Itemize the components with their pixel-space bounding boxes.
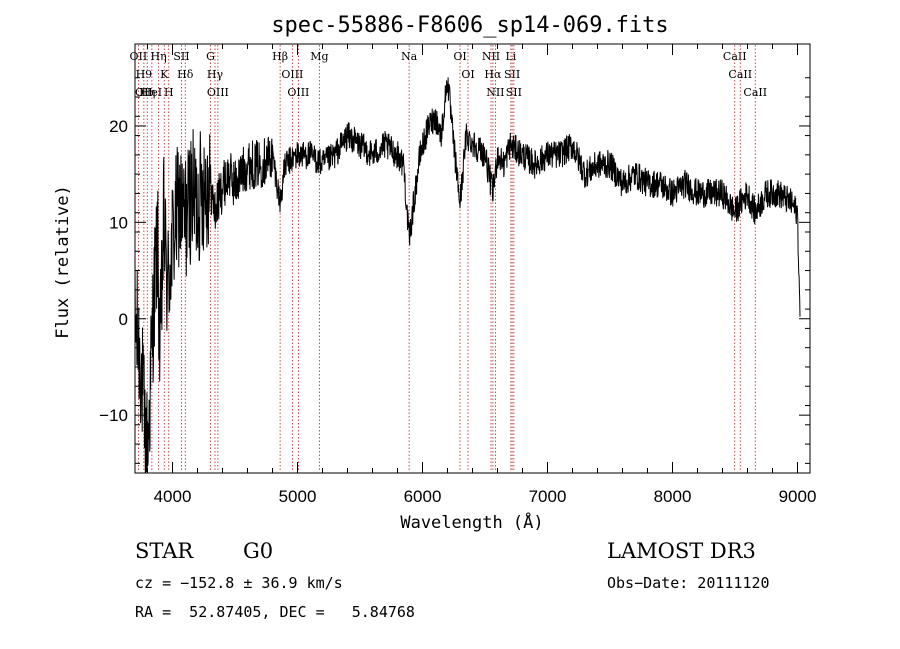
spectral-line-label: H9: [136, 68, 153, 81]
spectral-line-label: SII: [173, 50, 189, 63]
x-tick-label: 6000: [404, 487, 442, 506]
spectral-line-label: OII: [135, 86, 153, 99]
spectral-line-label: OI: [461, 68, 474, 81]
spectral-line-label: Hβ: [272, 50, 288, 63]
spectral-line-label: H: [164, 86, 174, 99]
spectral-line-label: Hη: [151, 50, 167, 63]
x-tick-label: 9000: [779, 487, 817, 506]
spectral-line-label: CaII: [728, 68, 752, 81]
x-axis-label: Wavelength (Å): [400, 511, 543, 533]
spectral-line-label: Li: [505, 50, 516, 63]
y-tick-label: −10: [99, 406, 128, 425]
spectral-line-label: CaII: [743, 86, 767, 99]
spectral-line-label: CaII: [723, 50, 747, 63]
y-tick-label: 0: [119, 310, 128, 329]
coordinates: RA = 52.87405, DEC = 5.84768: [135, 603, 415, 621]
spectral-line-label: OIII: [207, 86, 229, 99]
spectral-line-label: NII: [486, 86, 504, 99]
spectral-line-label: Mg: [310, 50, 328, 63]
chart-title: spec-55886-F8606_sp14-069.fits: [271, 13, 668, 38]
spectral-line-label: K: [160, 68, 169, 81]
spectral-line-label: Hγ: [207, 68, 224, 81]
spectral-line-label: OIII: [281, 68, 303, 81]
y-axis-label: Flux (relative): [53, 185, 73, 339]
spectral-line-label: Hη: [139, 86, 155, 99]
spectral-line-label: OIII: [287, 86, 309, 99]
spectral-line-label: OI: [453, 50, 466, 63]
y-axis-ticks: −10 0 10 20: [99, 77, 810, 464]
observation-date: Obs−Date: 20111120: [607, 574, 770, 592]
y-tick-label: 10: [109, 213, 128, 232]
x-tick-label: 7000: [529, 487, 567, 506]
survey-name: LAMOST DR3: [607, 539, 756, 563]
spectral-line-label: HeI: [142, 86, 162, 99]
spectral-line-label: SII: [504, 68, 520, 81]
spectral-line-label: Hδ: [177, 68, 194, 81]
y-tick-label: 20: [109, 117, 128, 136]
spectral-line-label: NII: [482, 50, 500, 63]
spectral-line-markers: OIIH9OIIHηHeIHηKHSIIHδGHγOIIIHβOIIIOIIIM…: [130, 45, 767, 472]
object-subclass: G0: [243, 539, 274, 563]
x-tick-label: 8000: [654, 487, 692, 506]
spectral-line-label: OII: [130, 50, 148, 63]
spectral-line-label: G: [206, 50, 215, 63]
object-class: STAR: [135, 539, 194, 563]
plot-frame: [134, 43, 811, 474]
x-axis-ticks: 4000 5000 6000 7000 8000 9000: [147, 44, 817, 506]
spectrum-series-line: [134, 77, 801, 473]
redshift-cz: cz = −152.8 ± 36.9 km/s: [135, 574, 343, 592]
x-tick-label: 5000: [279, 487, 317, 506]
x-tick-label: 4000: [154, 487, 192, 506]
spectral-line-label: Hα: [484, 68, 502, 81]
spectral-line-label: Na: [401, 50, 418, 63]
spectral-line-label: SII: [506, 86, 522, 99]
